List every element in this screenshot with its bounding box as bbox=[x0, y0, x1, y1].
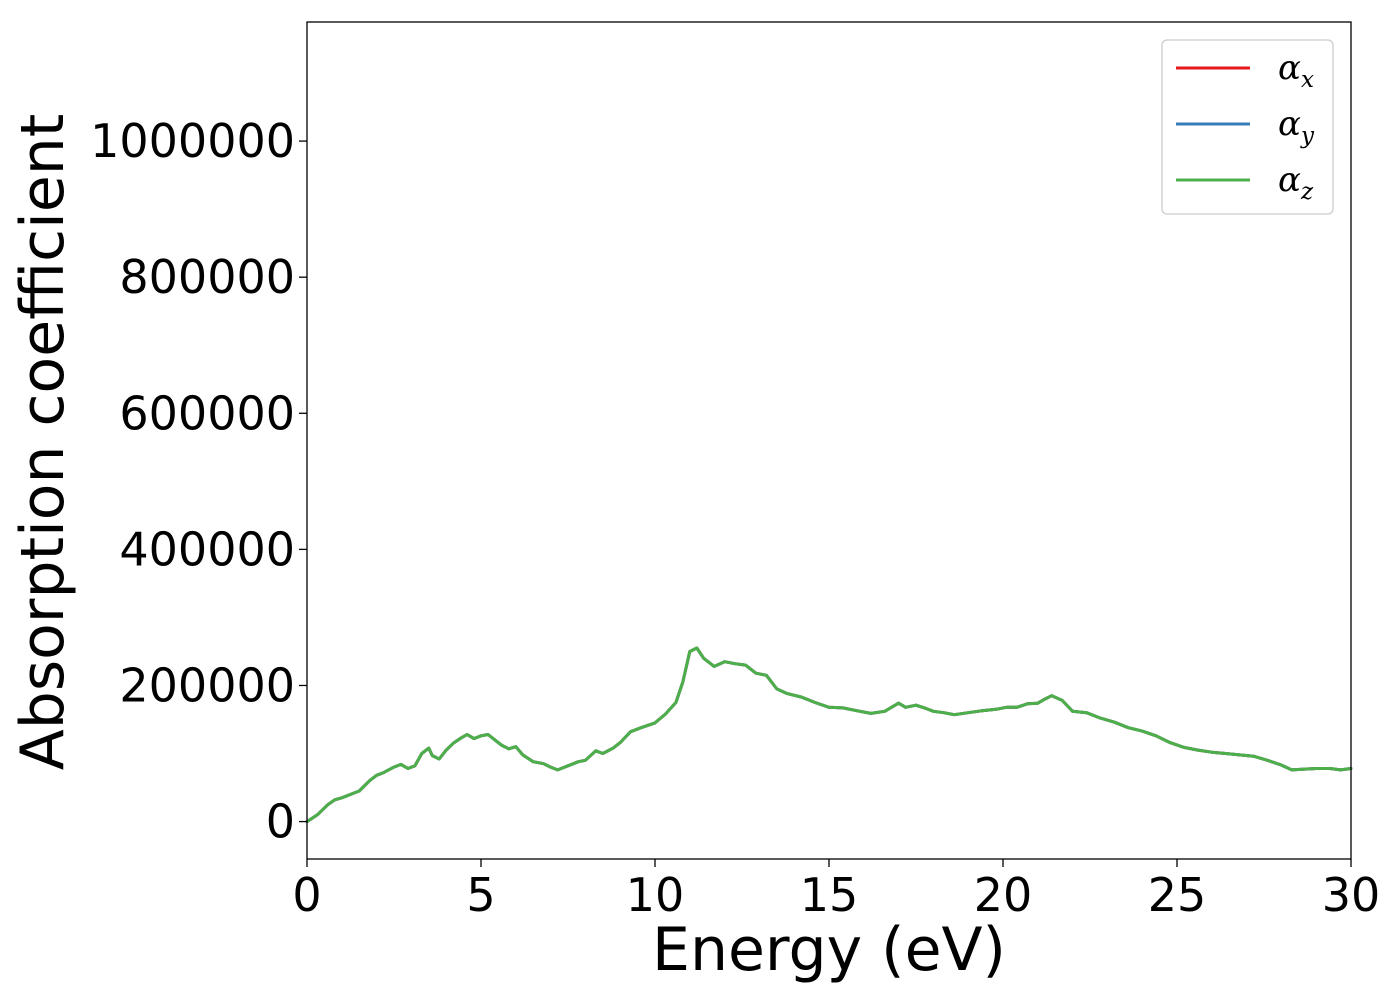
y-tick-label: 200000 bbox=[119, 658, 295, 712]
y-axis-title: Absorption coefficient bbox=[8, 114, 78, 771]
legend-label: αz bbox=[1278, 160, 1314, 205]
x-tick-label: 15 bbox=[800, 868, 859, 922]
y-tick-label: 800000 bbox=[119, 250, 295, 304]
y-tick-label: 600000 bbox=[119, 386, 295, 440]
series-line-y bbox=[305, 646, 1353, 824]
x-tick-label: 0 bbox=[292, 868, 321, 922]
y-tick-label: 400000 bbox=[119, 522, 295, 576]
series-layer bbox=[305, 646, 1353, 824]
y-axis: 0 200000 400000 600000 800000 1000000 bbox=[90, 114, 307, 849]
x-axis-title: Energy (eV) bbox=[652, 915, 1006, 985]
x-axis: 0 5 10 15 20 25 30 bbox=[292, 859, 1380, 922]
legend-label: αy bbox=[1278, 104, 1315, 149]
x-tick-label: 25 bbox=[1148, 868, 1207, 922]
y-tick-label: 1000000 bbox=[90, 114, 295, 168]
x-tick-label: 10 bbox=[626, 868, 685, 922]
y-tick-label: 0 bbox=[266, 795, 295, 849]
x-tick-label: 5 bbox=[466, 868, 495, 922]
x-tick-label: 30 bbox=[1322, 868, 1381, 922]
series-line-x bbox=[305, 646, 1353, 824]
legend-label: αx bbox=[1278, 48, 1314, 93]
legend: αx αy αz bbox=[1161, 39, 1334, 215]
legend-box bbox=[1161, 39, 1334, 215]
series-line-z bbox=[305, 646, 1353, 824]
x-tick-label: 20 bbox=[974, 868, 1033, 922]
